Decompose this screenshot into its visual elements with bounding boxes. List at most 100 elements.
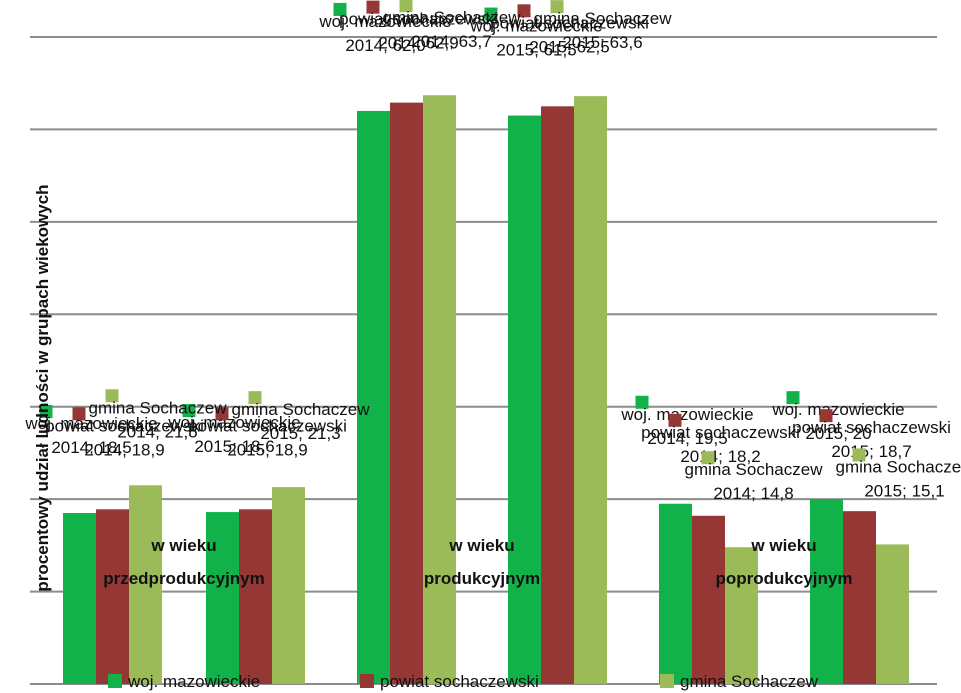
data-label-text: woj. mazowieckie (620, 405, 753, 424)
data-label: woj. mazowieckie 2014; 19,5 (620, 395, 754, 448)
bars (63, 95, 909, 685)
data-label: powiat sochaczewski 2014; 18,2 (641, 413, 800, 466)
data-label-key (72, 407, 86, 421)
data-label-key (333, 2, 347, 16)
data-label-key (517, 4, 531, 18)
data-label-text: gmina Sochaczew (685, 460, 824, 479)
data-label-text: powiat sochaczewski (792, 418, 951, 437)
data-label-text: 2014; 63,7 (411, 32, 491, 51)
bar (63, 513, 96, 684)
data-label: powiat sochaczewski 2015; 18,9 (188, 407, 347, 459)
data-label-text: 2015; 61,5 (496, 41, 576, 60)
data-label-text: 2014; 62,0 (345, 36, 425, 55)
category-label-line1: w wieku (448, 536, 514, 555)
legend-item: powiat sochaczewski (360, 672, 539, 691)
data-label-key (484, 7, 498, 21)
data-label: woj. mazowieckie 2014; 18,5 (24, 405, 158, 457)
bar (96, 509, 129, 684)
data-label-key (105, 389, 119, 403)
legend-swatch (360, 674, 374, 688)
data-label: woj. mazowieckie 2014; 62,0 (318, 2, 452, 55)
bar (541, 106, 574, 685)
data-label-text: 2015; 62,5 (529, 37, 609, 56)
legend: woj. mazowieckie powiat sochaczewski gmina… (108, 672, 819, 691)
data-label-text: gmina Sochaczew (534, 9, 673, 28)
bar (357, 110, 390, 684)
data-label-key (248, 391, 262, 405)
data-label-text: gmina Sochaczew (89, 398, 228, 417)
data-label: gmina Sochaczew 2014; 63,7 (383, 0, 521, 51)
y-axis-label: procentowy udział ludności w grupach wie… (33, 184, 52, 591)
data-label-key (786, 391, 800, 405)
category-label-line1: w wieku (750, 536, 816, 555)
data-label-key (39, 405, 53, 419)
data-label: powiat sochaczewski 2014; 62,9 (339, 0, 498, 53)
bar (843, 511, 876, 684)
data-label: powiat sochaczewski 2015; 18,7 (792, 409, 951, 461)
data-label-text: gmina Sochaczew (232, 400, 371, 419)
data-label-key (701, 451, 715, 465)
legend-label: woj. mazowieckie (127, 672, 260, 691)
category-labels: w wieku przedprodukcyjnym w wieku produkcyj… (103, 536, 852, 588)
data-label-text: 2014; 21,5 (117, 422, 197, 441)
data-label-text: 2014; 18,5 (51, 438, 131, 457)
data-label-key (819, 409, 833, 423)
bar (574, 96, 607, 684)
bar (206, 512, 239, 684)
category-label-line2: przedprodukcyjnym (103, 569, 265, 588)
bar (508, 115, 541, 685)
data-label-key (399, 0, 413, 13)
data-label-key (215, 407, 229, 421)
data-label-text: 2014; 18,2 (680, 447, 760, 466)
category-label-line1: w wieku (150, 536, 216, 555)
bar (659, 503, 692, 684)
data-label-text: 2015; 18,6 (194, 437, 274, 456)
legend-item: gmina Sochaczew (660, 672, 819, 691)
legend-swatch (660, 674, 674, 688)
data-label-text: gmina Sochaczew (836, 457, 961, 476)
bar (692, 515, 725, 684)
bar (272, 487, 305, 684)
bar (239, 509, 272, 684)
bar (810, 499, 843, 684)
data-label-text: woj. mazowieckie (469, 17, 602, 36)
data-label-text: woj. mazowieckie (24, 414, 157, 433)
data-label-key (668, 413, 682, 427)
gridlines (30, 36, 937, 685)
data-label: woj. mazowieckie 2015; 61,5 (469, 7, 603, 60)
data-label: gmina Sochaczew 2015; 15,1 (836, 448, 961, 500)
data-label-text: woj. mazowieckie (167, 413, 300, 432)
data-label-text: woj. mazowieckie (318, 12, 451, 31)
data-label-text: powiat sochaczewski (188, 416, 347, 435)
data-label: woj. mazowieckie 2015; 20 (771, 391, 905, 443)
category-label-line2: poprodukcyjnym (716, 569, 853, 588)
bar (129, 485, 162, 684)
data-label: gmina Sochaczew 2014; 14,8 (685, 451, 824, 503)
legend-item: woj. mazowieckie (108, 672, 260, 691)
data-label-text: powiat sochaczewski (490, 13, 649, 32)
data-label-text: 2015; 18,9 (227, 440, 307, 459)
data-label: gmina Sochaczew 2014; 21,5 (89, 389, 228, 441)
legend-label: powiat sochaczewski (380, 672, 539, 691)
legend-label: gmina Sochaczew (680, 672, 819, 691)
data-label-text: powiat sochaczewski (339, 10, 498, 29)
data-label: gmina Sochaczew 2015; 21,3 (232, 391, 371, 443)
data-label-key (182, 404, 196, 418)
data-label-text: powiat sochaczewski (45, 416, 204, 435)
data-label-text: 2015; 20 (805, 424, 871, 443)
data-label-key (635, 395, 649, 409)
bar (390, 102, 423, 685)
data-label: woj. mazowieckie 2015; 18,6 (167, 404, 301, 456)
data-label-text: 2014; 19,5 (647, 429, 727, 448)
data-label-text: woj. mazowieckie (771, 400, 904, 419)
data-label-text: 2014; 14,8 (713, 484, 793, 503)
data-label-key (852, 448, 866, 462)
bar (423, 95, 456, 685)
data-label-text: powiat sochaczewski (641, 423, 800, 442)
data-label-key (366, 0, 380, 14)
data-label: gmina Sochaczew 2015; 63,6 (534, 0, 673, 52)
bar (725, 547, 758, 684)
data-label: powiat sochaczewski 2015; 62,5 (490, 4, 649, 56)
data-label-key (550, 0, 564, 14)
